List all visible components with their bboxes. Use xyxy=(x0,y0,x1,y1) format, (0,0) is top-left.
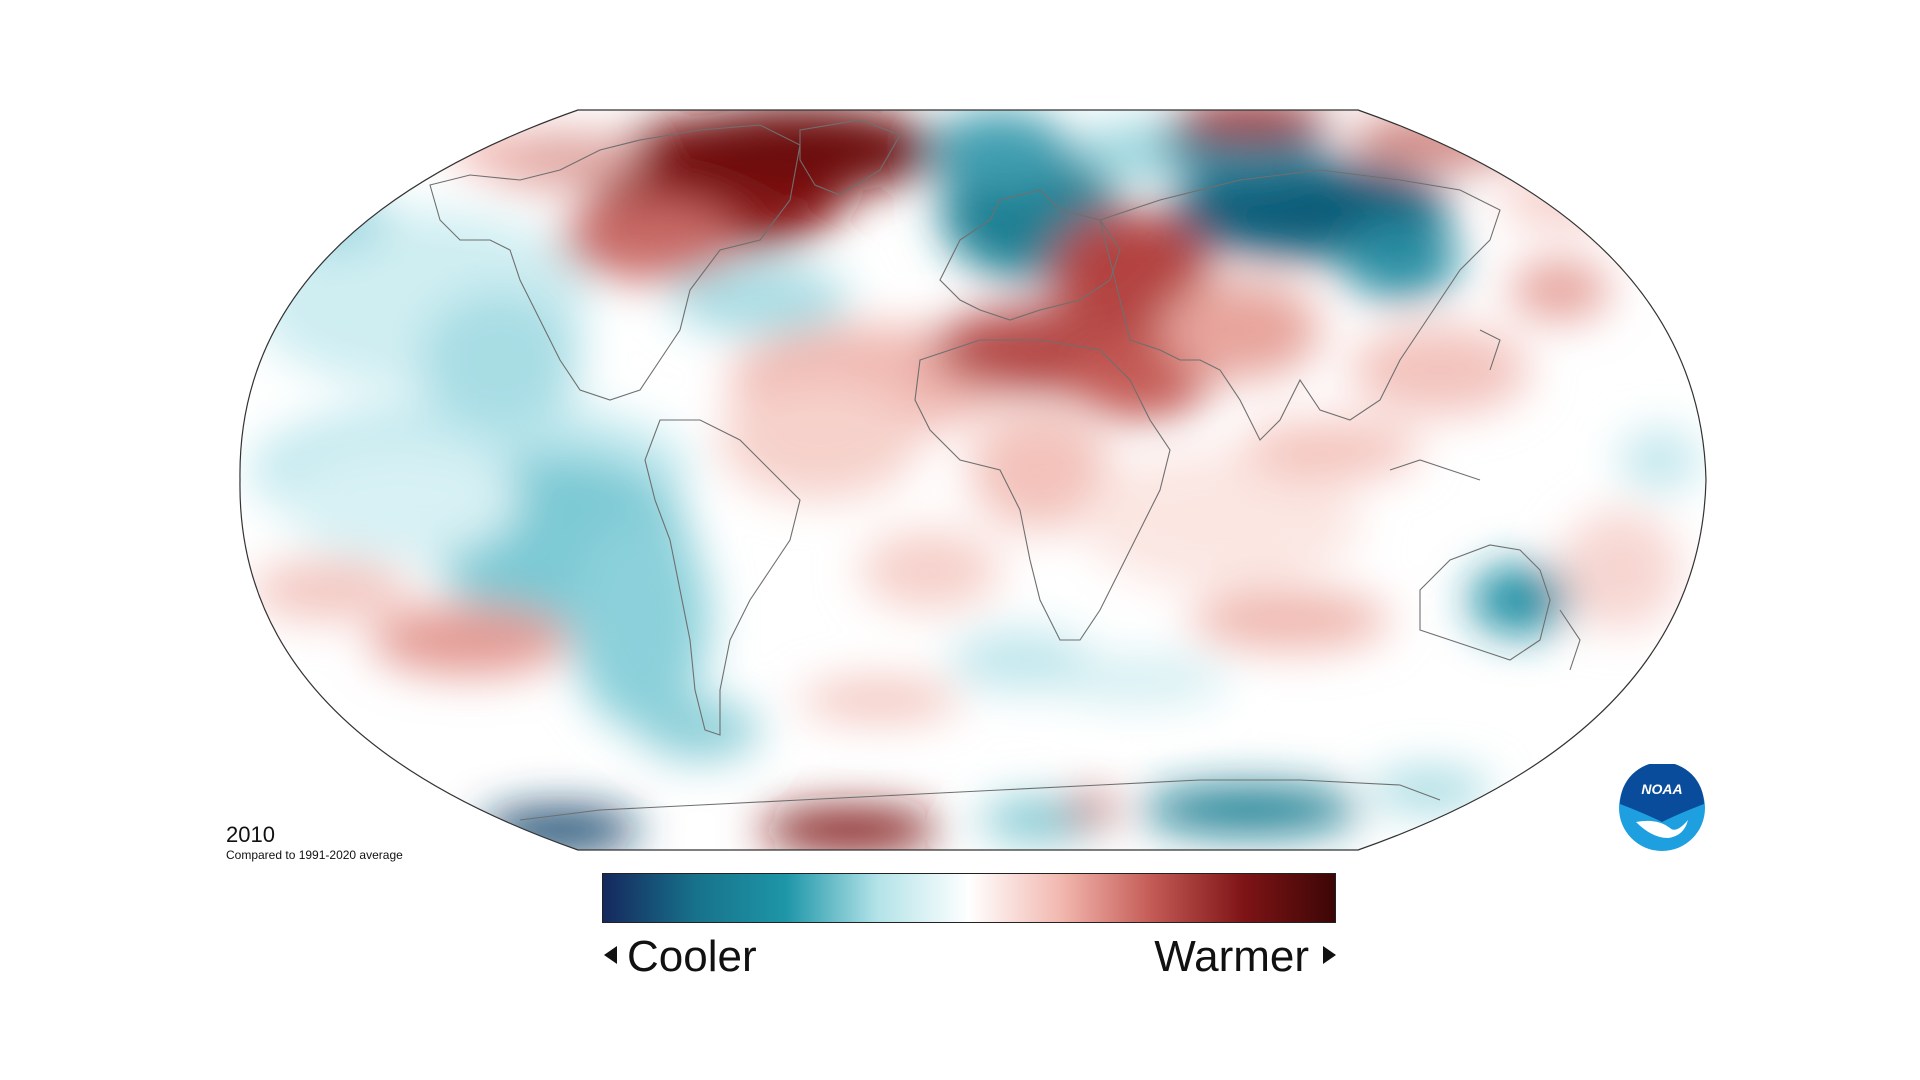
year-label: 2010 xyxy=(226,822,275,847)
cooler-label: Cooler xyxy=(604,931,757,983)
coastlines xyxy=(429,119,1581,821)
warmer-text: Warmer xyxy=(1154,932,1309,981)
warmer-label: Warmer xyxy=(1154,931,1336,983)
anomaly-field xyxy=(239,110,1707,850)
baseline-note: Compared to 1991-2020 average xyxy=(226,848,403,862)
logo-text: NOAA xyxy=(1641,781,1682,797)
cooler-text: Cooler xyxy=(627,932,757,981)
logo-top-half xyxy=(1620,764,1704,822)
noaa-logo: NOAA xyxy=(1619,764,1705,851)
logo-bird-icon xyxy=(1636,820,1688,838)
arrow-right-icon xyxy=(1323,946,1336,965)
color-scale-bar xyxy=(602,873,1336,923)
arrow-left-icon xyxy=(604,946,617,965)
